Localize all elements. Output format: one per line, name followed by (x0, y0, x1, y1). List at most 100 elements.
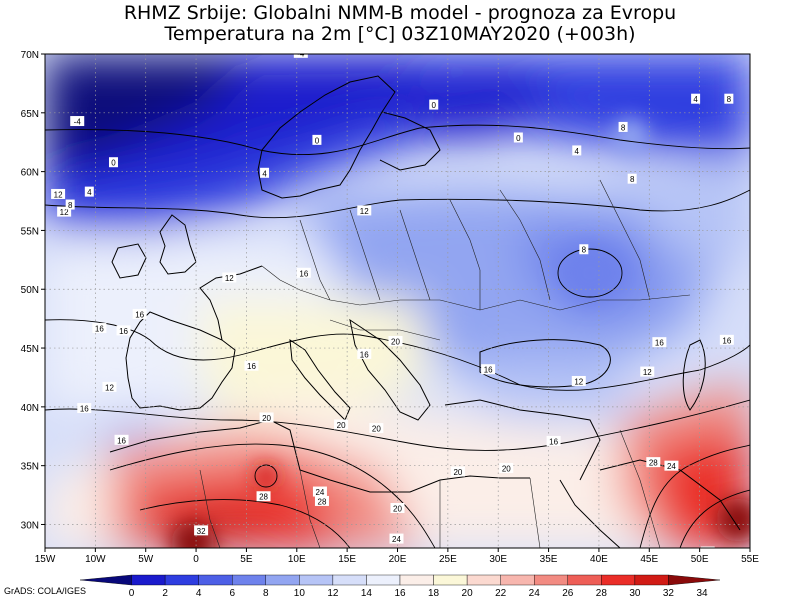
svg-text:0: 0 (315, 136, 320, 145)
contour-label: 8 (579, 244, 589, 255)
lon-tick-label: 10W (85, 554, 106, 565)
contour-label: 12 (571, 375, 586, 386)
lon-tick-label: 5E (240, 554, 253, 565)
contour-label: 12 (357, 205, 372, 216)
colorbar-swatch (500, 574, 535, 586)
svg-text:16: 16 (299, 269, 308, 278)
contour-label: 16 (114, 434, 129, 445)
colorbar-swatch (366, 574, 401, 586)
contour-label: 16 (244, 360, 259, 371)
colorbar-swatch (668, 574, 721, 586)
svg-text:24: 24 (667, 462, 676, 471)
svg-text:8: 8 (727, 95, 732, 104)
svg-text:16: 16 (360, 350, 369, 359)
svg-text:16: 16 (135, 310, 144, 319)
colorbar-tick-label: 22 (495, 588, 507, 599)
lon-tick-label: 55E (741, 554, 759, 565)
colorbar-tick-label: 8 (263, 588, 269, 599)
lon-tick-label: 50E (691, 554, 709, 565)
svg-text:20: 20 (337, 421, 346, 430)
svg-text:28: 28 (318, 497, 327, 506)
svg-text:16: 16 (95, 325, 104, 334)
contour-label: 8 (618, 121, 628, 132)
contour-label: 28 (314, 495, 329, 506)
svg-text:0: 0 (432, 101, 437, 110)
svg-text:12: 12 (54, 190, 63, 199)
lat-tick-label: 55N (21, 226, 39, 237)
contour-label: 20 (450, 466, 465, 477)
colorbar-tick-label: 28 (596, 588, 608, 599)
contour-label: 4 (691, 93, 701, 104)
contour-label: 4 (84, 186, 94, 197)
svg-text:16: 16 (117, 436, 126, 445)
svg-text:12: 12 (643, 368, 652, 377)
contour-label: 0 (108, 157, 118, 168)
contour-label: 16 (116, 325, 131, 336)
colorbar-tick-label: 0 (129, 588, 135, 599)
longitude-axis: 15W 10W 5W 0 5E 10E 15E 20E 25E 30E 35E 40E 45E 50E 55… (35, 548, 759, 565)
colorbar-tick-label: 30 (629, 588, 641, 599)
svg-text:16: 16 (722, 336, 731, 345)
lon-tick-label: 5W (138, 554, 154, 565)
contour-label: 16 (481, 364, 496, 375)
contour-label: 8 (724, 93, 734, 104)
contour-label: 16 (132, 308, 147, 319)
lon-tick-label: 15W (35, 554, 56, 565)
colorbar-swatch (299, 574, 334, 586)
svg-text:8: 8 (582, 246, 587, 255)
colorbar-swatch (79, 574, 132, 586)
svg-text:8: 8 (630, 175, 635, 184)
colorbar-tick-label: 2 (162, 588, 168, 599)
contour-label: 12 (102, 381, 117, 392)
svg-text:16: 16 (484, 366, 493, 375)
contour-label: 24 (312, 486, 327, 497)
graticule (45, 54, 750, 548)
latitude-axis: 70N 65N 60N 55N 50N 45N 40N 35N 30N (21, 50, 45, 531)
contour-label: 16 (652, 337, 667, 348)
contour-label: 20 (334, 419, 349, 430)
svg-text:12: 12 (360, 207, 369, 216)
colorbar-tick-label: 32 (663, 588, 675, 599)
isotherm-lines (45, 124, 750, 548)
svg-text:28: 28 (259, 493, 268, 502)
colorbar-swatch (433, 574, 468, 586)
contour-label: 8 (65, 199, 75, 210)
colorbar-swatch (164, 574, 199, 586)
lon-tick-label: 15E (338, 554, 356, 565)
lat-tick-label: 45N (21, 344, 39, 355)
colorbar-swatch (534, 574, 568, 586)
lat-tick-label: 50N (21, 285, 39, 296)
svg-text:20: 20 (372, 425, 381, 434)
lon-tick-label: 40E (590, 554, 608, 565)
colorbar-tick-label: 20 (462, 588, 474, 599)
colorbar-swatch (399, 574, 434, 586)
colorbar-tick-label: 16 (394, 588, 406, 599)
contour-label: 12 (640, 366, 655, 377)
lat-tick-label: 70N (21, 50, 39, 61)
contour-label: 16 (546, 435, 561, 446)
colorbar-swatch (198, 574, 233, 586)
svg-text:20: 20 (502, 465, 511, 474)
colorbar-swatch (332, 574, 367, 586)
colorbar-swatch (232, 574, 266, 586)
contour-label: 20 (513, 562, 527, 573)
colorbar-tick-label: 10 (294, 588, 306, 599)
colorbar-swatch (265, 574, 300, 586)
svg-text:4: 4 (575, 147, 580, 156)
contour-label: 16 (296, 267, 311, 278)
svg-text:-4: -4 (297, 49, 305, 58)
svg-text:16: 16 (119, 327, 128, 336)
contour-label: 16 (719, 334, 734, 345)
svg-text:16: 16 (549, 437, 558, 446)
colorbar-tick-label: 26 (562, 588, 574, 599)
lat-tick-label: 65N (21, 109, 39, 120)
contour-label: 24 (389, 533, 404, 544)
lat-tick-label: 30N (21, 520, 39, 531)
svg-text:12: 12 (105, 383, 114, 392)
svg-text:12: 12 (60, 208, 69, 217)
contour-label: 0 (312, 134, 322, 145)
svg-text:32: 32 (197, 527, 206, 536)
svg-text:-4: -4 (74, 118, 82, 127)
